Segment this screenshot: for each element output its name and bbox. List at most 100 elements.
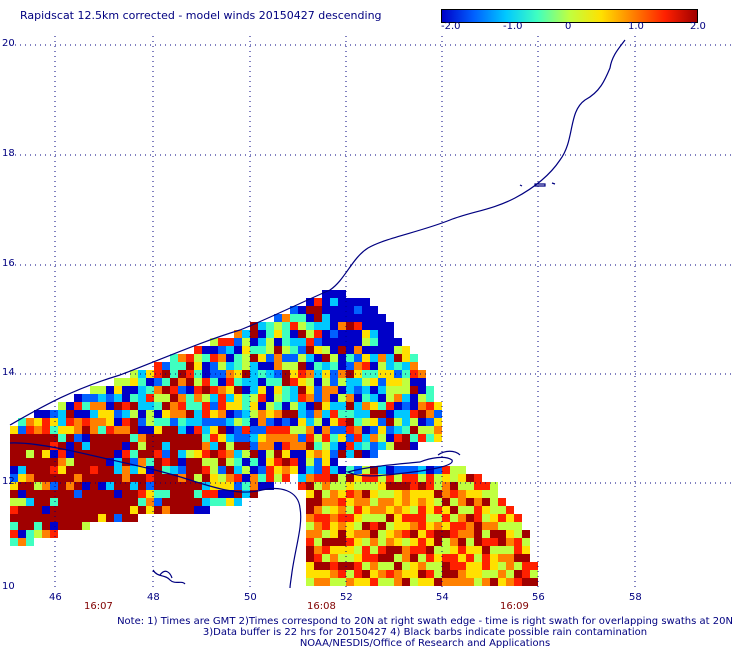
swath-cell <box>378 490 386 498</box>
swath-cell <box>290 402 298 410</box>
swath-cell <box>290 362 298 370</box>
swath-cell <box>306 458 314 466</box>
swath-cell <box>298 314 306 322</box>
swath-cell <box>130 434 138 442</box>
swath-cell <box>98 514 106 522</box>
swath-cell <box>450 466 458 474</box>
swath-cell <box>266 354 274 362</box>
swath-cell <box>154 434 162 442</box>
swath-cell <box>290 466 298 474</box>
swath-cell <box>346 378 354 386</box>
swath-cell <box>122 418 130 426</box>
swath-cell <box>234 410 242 418</box>
swath-cell <box>330 538 338 546</box>
swath-cell <box>370 370 378 378</box>
swath-cell <box>74 458 82 466</box>
swath-cell <box>338 570 346 578</box>
swath-cell <box>450 522 458 530</box>
swath-cell <box>386 362 394 370</box>
swath-cell <box>370 386 378 394</box>
swath-cell <box>266 426 274 434</box>
swath-cell <box>378 338 386 346</box>
swath-cell <box>162 498 170 506</box>
swath-cell <box>330 506 338 514</box>
swath-cell <box>402 570 410 578</box>
swath-cell <box>338 386 346 394</box>
swath-cell <box>322 530 330 538</box>
swath-cell <box>530 578 538 586</box>
swath-cell <box>362 338 370 346</box>
swath-cell <box>194 426 202 434</box>
swath-cell <box>378 498 386 506</box>
swath-cell <box>442 498 450 506</box>
swath-cell <box>490 506 498 514</box>
swath-cell <box>18 434 26 442</box>
swath-cell <box>290 330 298 338</box>
swath-cell <box>162 362 170 370</box>
swath-cell <box>170 418 178 426</box>
swath-cell <box>90 474 98 482</box>
swath-cell <box>394 410 402 418</box>
swath-cell <box>354 410 362 418</box>
swath-cell <box>346 322 354 330</box>
swath-cell <box>426 554 434 562</box>
swath-cell <box>226 378 234 386</box>
swath-cell <box>90 434 98 442</box>
swath-cell <box>122 394 130 402</box>
swath-cell <box>322 330 330 338</box>
swath-cell <box>298 338 306 346</box>
swath-cell <box>242 402 250 410</box>
swath-cell <box>354 498 362 506</box>
swath-cell <box>250 346 258 354</box>
swath-cell <box>386 482 394 490</box>
swath-cell <box>74 490 82 498</box>
swath-cell <box>178 442 186 450</box>
swath-cell <box>338 418 346 426</box>
swath-cell <box>306 442 314 450</box>
swath-cell <box>418 554 426 562</box>
swath-cell <box>354 338 362 346</box>
swath-cell <box>362 530 370 538</box>
swath-cell <box>154 370 162 378</box>
swath-cell <box>378 402 386 410</box>
swath-cell <box>474 490 482 498</box>
swath-cell <box>50 458 58 466</box>
swath-cell <box>50 482 58 490</box>
swath-cell <box>418 514 426 522</box>
swath-cell <box>10 442 18 450</box>
swath-cell <box>338 402 346 410</box>
swath-cell <box>506 506 514 514</box>
swath-cell <box>82 434 90 442</box>
swath-cell <box>298 322 306 330</box>
swath-cell <box>98 394 106 402</box>
swath-cell <box>362 426 370 434</box>
swath-cell <box>114 450 122 458</box>
swath-cell <box>426 506 434 514</box>
swath-cell <box>338 314 346 322</box>
swath-cell <box>42 458 50 466</box>
swath-cell <box>394 538 402 546</box>
swath-cell <box>170 394 178 402</box>
swath-cell <box>106 450 114 458</box>
swath-cell <box>378 346 386 354</box>
swath-cell <box>322 546 330 554</box>
swath-cell <box>362 322 370 330</box>
swath-cell <box>410 370 418 378</box>
swath-cell <box>250 378 258 386</box>
swath-cell <box>434 426 442 434</box>
swath-cell <box>402 378 410 386</box>
swath-cell <box>506 538 514 546</box>
swath-cell <box>378 514 386 522</box>
swath-cell <box>258 466 266 474</box>
swath-cell <box>146 498 154 506</box>
colorbar <box>441 9 698 23</box>
swath-cell <box>514 514 522 522</box>
swath-cell <box>482 514 490 522</box>
swath-cell <box>234 482 242 490</box>
swath-cell <box>170 490 178 498</box>
colorbar-tick: 1.0 <box>628 21 644 32</box>
swath-cell <box>34 410 42 418</box>
swath-cell <box>386 546 394 554</box>
swath-cell <box>322 554 330 562</box>
swath-cell <box>178 450 186 458</box>
